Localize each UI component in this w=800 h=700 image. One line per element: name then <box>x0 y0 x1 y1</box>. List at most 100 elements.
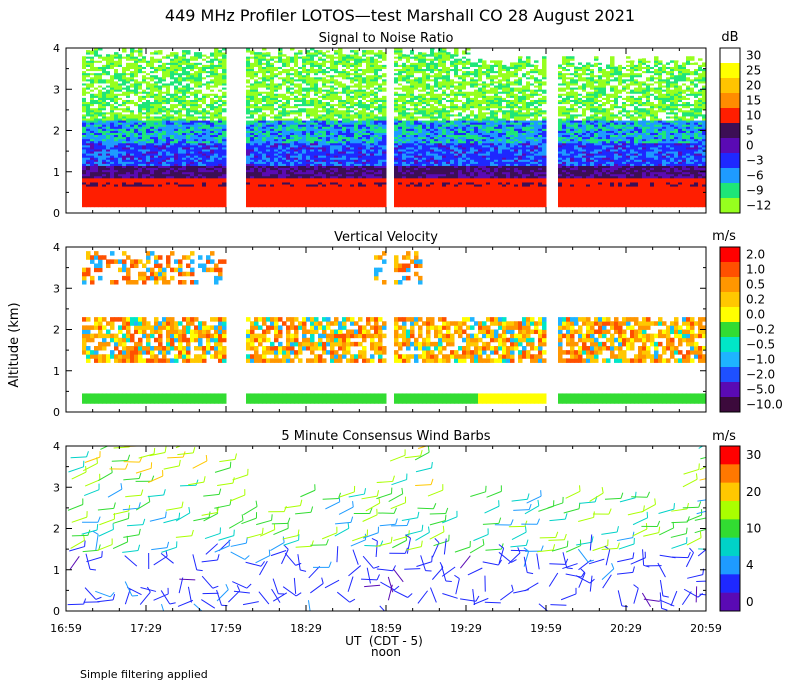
snr-cell <box>142 74 147 80</box>
snr-cell <box>446 101 451 107</box>
snr-cell <box>166 93 171 96</box>
snr-cell <box>598 116 603 119</box>
snr-cell <box>478 165 483 169</box>
snr-cell <box>326 134 331 138</box>
snr-cell <box>478 151 483 154</box>
snr-cell <box>326 66 331 70</box>
snr-cell <box>374 109 379 115</box>
snr-cell <box>162 105 167 109</box>
snr-cell <box>458 89 463 92</box>
snr-cell <box>334 182 339 185</box>
snr-cell <box>426 173 431 179</box>
snr-cell <box>154 70 159 74</box>
snr-cell <box>190 120 195 125</box>
snr-cell <box>606 128 611 131</box>
snr-cell <box>142 78 147 82</box>
snr-cell <box>590 173 595 179</box>
snr-cell <box>114 157 119 166</box>
snr-cell <box>586 93 591 96</box>
snr-cell <box>162 97 167 100</box>
snr-cell <box>114 109 119 113</box>
snr-cell <box>370 144 375 148</box>
snr-cell <box>338 91 343 94</box>
snr-cell <box>158 144 163 148</box>
snr-cell <box>210 97 215 105</box>
snr-cell <box>594 62 599 67</box>
snr-cell <box>562 142 567 146</box>
snr-cell <box>222 182 227 187</box>
snr-cell <box>618 144 623 148</box>
snr-cell <box>210 62 215 65</box>
snr-cell <box>618 138 623 142</box>
snr-cell <box>150 159 155 162</box>
snr-cell <box>178 107 183 111</box>
snr-cell <box>350 111 355 115</box>
snr-cell <box>134 140 139 144</box>
snr-cell <box>198 99 203 103</box>
snr-cell <box>166 83 171 86</box>
snr-cell <box>158 50 163 55</box>
snr-cell <box>246 99 251 107</box>
snr-cell <box>218 101 223 105</box>
snr-cell <box>246 56 251 59</box>
snr-cell <box>590 155 595 158</box>
snr-cell <box>86 87 91 90</box>
snr-cell <box>258 165 263 169</box>
snr-cell <box>202 64 207 67</box>
snr-cell <box>294 52 299 55</box>
snr-cell <box>190 157 195 160</box>
snr-cell <box>142 120 147 123</box>
snr-cell <box>278 74 283 78</box>
snr-cell <box>114 78 119 82</box>
snr-cell <box>614 114 619 117</box>
snr-cell <box>218 124 223 127</box>
snr-cell <box>362 56 367 59</box>
snr-cell <box>518 105 523 109</box>
snr-cell <box>378 159 383 166</box>
snr-cell <box>170 97 175 103</box>
snr-cell <box>514 161 519 164</box>
snr-cell <box>402 161 407 166</box>
snr-cell <box>382 153 387 160</box>
snr-cell <box>370 54 375 57</box>
snr-cell <box>102 169 107 173</box>
snr-cell <box>254 81 259 84</box>
snr-cell <box>434 68 439 72</box>
snr-cell <box>162 151 167 160</box>
snr-cell <box>314 54 319 57</box>
snr-cell <box>114 130 119 133</box>
snr-cell <box>338 153 343 158</box>
snr-cell <box>582 99 587 103</box>
snr-cell <box>86 128 91 131</box>
snr-cell <box>458 177 463 183</box>
snr-cell <box>410 124 415 129</box>
snr-cell <box>450 64 455 67</box>
snr-cell <box>610 122 615 127</box>
snr-cell <box>90 182 95 187</box>
snr-cell <box>410 93 415 96</box>
snr-cell <box>602 138 607 142</box>
snr-cell <box>178 66 183 72</box>
snr-cell <box>618 173 623 179</box>
snr-cell <box>562 169 567 173</box>
snr-cell <box>606 120 611 123</box>
snr-cell <box>430 114 435 117</box>
snr-cell <box>86 70 91 74</box>
snr-cell <box>522 114 527 117</box>
snr-cell <box>446 111 451 115</box>
snr-cell <box>250 99 255 103</box>
snr-cell <box>258 72 263 78</box>
snr-cell <box>350 149 355 152</box>
snr-cell <box>578 105 583 109</box>
snr-cell <box>174 107 179 111</box>
snr-cell <box>138 128 143 131</box>
snr-cell <box>274 76 279 84</box>
snr-cell <box>574 85 579 88</box>
snr-cell <box>294 66 299 70</box>
snr-cell <box>462 48 467 51</box>
snr-cell <box>614 81 619 86</box>
snr-cell <box>478 167 483 171</box>
snr-cell <box>98 142 103 146</box>
snr-cell <box>506 182 511 185</box>
snr-cell <box>298 95 303 98</box>
